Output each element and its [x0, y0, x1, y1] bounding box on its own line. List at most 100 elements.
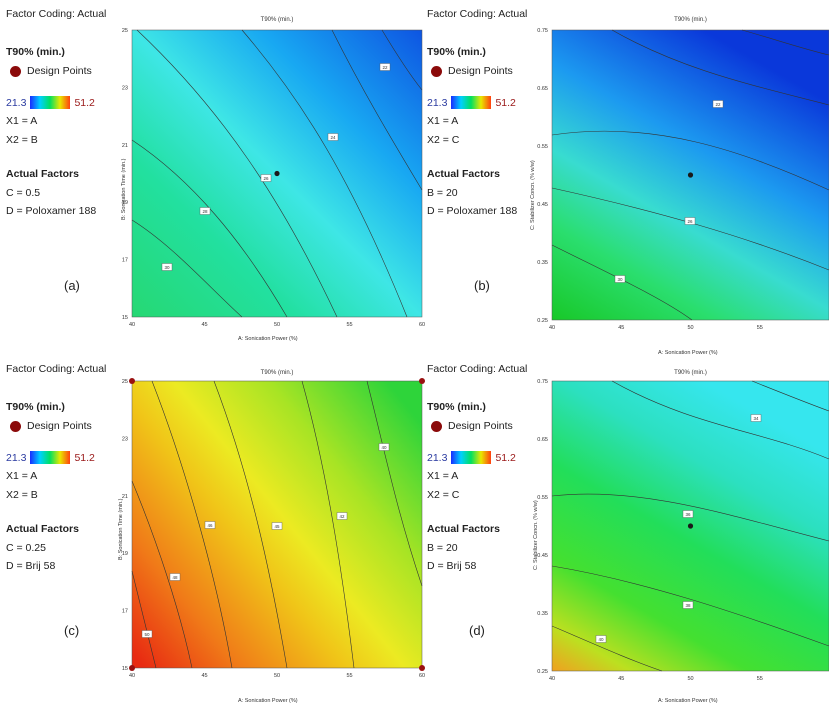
legend-title: T90% (min.)	[427, 46, 486, 58]
design-point	[419, 378, 425, 384]
panel-label: (b)	[474, 278, 490, 293]
design-point-marker-icon	[431, 420, 442, 432]
contour-plot-d: 40 45 50 55 0.25 0.35 0.45 0.55 0.65 0.75 40 38 36 34	[537, 379, 829, 682]
colorbar-high: 51.2	[74, 451, 95, 464]
x2-factor: X2 = B	[6, 489, 38, 501]
x-tick-label: 50	[687, 325, 693, 331]
y-tick-label: 0.25	[537, 318, 548, 324]
design-points-label: Design Points	[448, 65, 513, 77]
design-point-marker-icon	[10, 420, 21, 432]
svg-text:24: 24	[330, 135, 336, 140]
panel-d: Factor Coding: Actual T90% (min.) Design…	[420, 355, 829, 708]
design-points-legend: Design Points	[10, 420, 92, 432]
x-tick-label: 60	[419, 322, 425, 328]
contour-label: 46	[204, 521, 216, 529]
y-tick-label: 0.45	[537, 202, 548, 208]
x2-factor: X2 = C	[427, 134, 460, 146]
y-tick-label: 0.45	[537, 553, 548, 559]
design-points-legend: Design Points	[431, 65, 513, 77]
actual-factor-1: C = 0.5	[6, 187, 41, 199]
panel-label: (d)	[469, 623, 485, 638]
x-tick-label: 45	[618, 325, 624, 331]
x-axis-label: A: Sonication Power (%)	[658, 698, 718, 704]
actual-factor-1: B = 20	[427, 187, 458, 199]
x-tick-label: 45	[201, 322, 207, 328]
x-tick-label: 50	[274, 322, 280, 328]
contour-label: 22	[712, 100, 724, 108]
design-point	[419, 665, 425, 671]
contour-plot-a: 40 45 50 55 60 15 17 19 21 23 25 30 28 26 24 22	[122, 28, 425, 328]
colorbar-legend: 21.3 51.2	[427, 451, 516, 464]
panel-c: Factor Coding: Actual T90% (min.) Design…	[0, 355, 425, 708]
y-tick-label: 0.55	[537, 495, 548, 501]
y-tick-label: 19	[122, 551, 128, 557]
plot-title: T90% (min.)	[260, 370, 294, 376]
plot-title: T90% (min.)	[674, 370, 707, 376]
svg-text:28: 28	[202, 209, 208, 214]
contour-plot-b: 40 45 50 55 0.25 0.35 0.45 0.55 0.65 0.75 30 26 22	[537, 28, 829, 331]
svg-text:30: 30	[164, 265, 170, 270]
svg-text:26: 26	[263, 176, 269, 181]
y-tick-label: 17	[122, 258, 128, 264]
actual-factors-label: Actual Factors	[6, 523, 79, 535]
x2-factor: X2 = C	[427, 489, 460, 501]
contour-label: 24	[327, 133, 339, 141]
x2-factor: X2 = B	[6, 134, 38, 146]
svg-text:42: 42	[339, 514, 345, 519]
actual-factors-label: Actual Factors	[6, 168, 79, 180]
actual-factor-2: D = Poloxamer 188	[6, 205, 97, 217]
x1-factor: X1 = A	[6, 470, 38, 482]
svg-text:36: 36	[685, 512, 691, 517]
actual-factor-1: C = 0.25	[6, 542, 46, 554]
colorbar-legend: 21.3 51.2	[6, 96, 95, 109]
x-axis-label: A: Sonication Power (%)	[238, 698, 298, 704]
x-tick-label: 45	[618, 676, 624, 682]
colorbar-gradient	[451, 451, 492, 464]
y-tick-label: 0.35	[537, 260, 548, 266]
svg-text:34: 34	[753, 416, 759, 421]
panel-label: (c)	[64, 623, 80, 638]
y-tick-label: 23	[122, 436, 128, 442]
design-points-legend: Design Points	[431, 420, 513, 432]
y-axis-label: C: Stabilizer Concn. (% w/w)	[533, 500, 539, 570]
y-tick-label: 0.25	[537, 669, 548, 675]
x-tick-label: 45	[201, 673, 207, 679]
design-point-marker-icon	[10, 65, 21, 77]
design-points-legend: Design Points	[10, 65, 92, 77]
plot-title: T90% (min.)	[260, 17, 294, 23]
colorbar-gradient	[30, 451, 71, 464]
panel-b: Factor Coding: Actual T90% (min.) Design…	[420, 0, 829, 356]
design-point-marker-icon	[431, 65, 442, 77]
x-tick-label: 40	[549, 325, 555, 331]
x1-factor: X1 = A	[427, 115, 459, 127]
actual-factors-label: Actual Factors	[427, 168, 500, 180]
x-tick-label: 50	[274, 673, 280, 679]
contour-label: 48	[169, 573, 181, 581]
x-tick-label: 55	[757, 325, 763, 331]
colorbar-legend: 21.3 51.2	[427, 96, 516, 109]
panel-a: Factor Coding: Actual T90% (min.) Design…	[0, 0, 425, 350]
factor-coding-header: Factor Coding: Actual	[6, 363, 107, 375]
y-tick-label: 25	[122, 379, 128, 385]
x-tick-label: 50	[687, 676, 693, 682]
contour-label: 34	[750, 414, 762, 422]
design-point	[129, 665, 135, 671]
actual-factors-label: Actual Factors	[427, 523, 500, 535]
colorbar-gradient	[30, 96, 71, 109]
x-tick-label: 40	[129, 322, 135, 328]
colorbar-low: 21.3	[427, 451, 448, 464]
y-tick-label: 0.35	[537, 611, 548, 617]
contour-label: 38	[682, 601, 694, 609]
x-tick-label: 40	[549, 676, 555, 682]
svg-text:48: 48	[172, 575, 178, 580]
y-tick-label: 0.75	[537, 379, 548, 385]
y-tick-label: 19	[122, 200, 128, 206]
y-tick-label: 15	[122, 666, 128, 672]
x-tick-label: 40	[129, 673, 135, 679]
svg-text:50: 50	[144, 632, 150, 637]
x-axis-label: A: Sonication Power (%)	[658, 350, 718, 356]
actual-factor-2: D = Brij 58	[427, 560, 477, 572]
svg-text:40: 40	[381, 445, 387, 450]
actual-factor-1: B = 20	[427, 542, 458, 554]
svg-text:46: 46	[207, 523, 213, 528]
